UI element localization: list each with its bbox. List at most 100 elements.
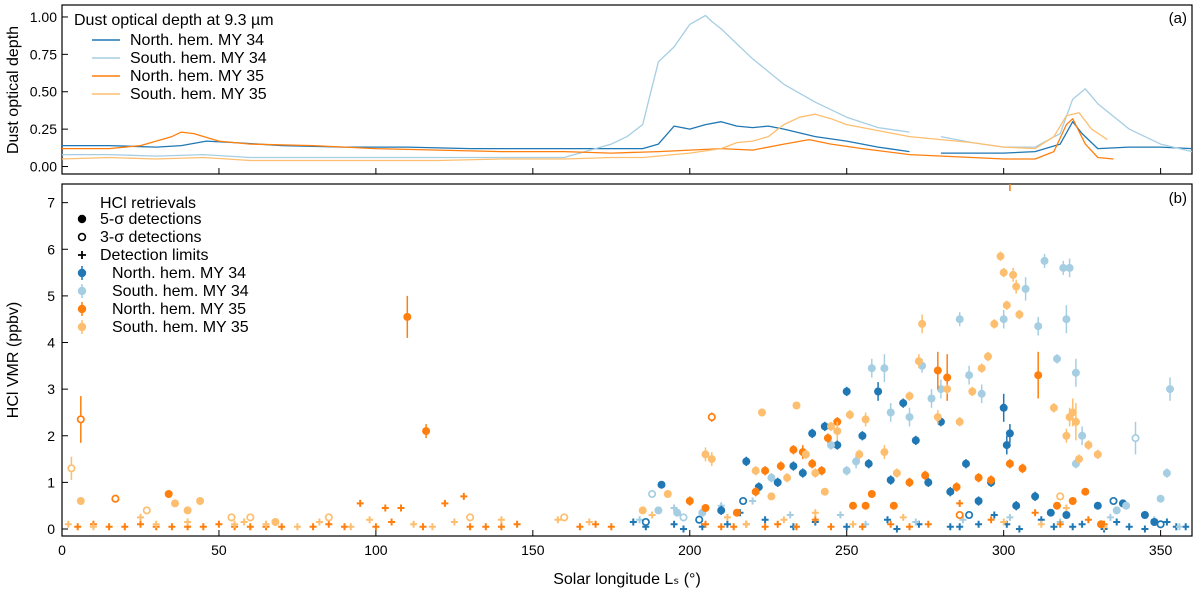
five-sigma-detection [855, 450, 864, 459]
detection-limit-marker [780, 516, 788, 524]
dust-y-axis-label: Dust optical depth [5, 26, 22, 154]
five-sigma-detection [1034, 322, 1043, 331]
five-sigma-detection [403, 312, 412, 321]
detection-limit-marker [648, 511, 656, 519]
three-sigma-detection [111, 494, 120, 503]
five-sigma-detection [1018, 464, 1027, 473]
five-sigma-detection [852, 457, 861, 466]
detection-limit-marker [388, 518, 396, 526]
hcl-data-points [64, 184, 1190, 533]
dust-y-tick-label: 0.50 [30, 84, 57, 100]
three-sigma-detection [965, 510, 974, 520]
five-sigma-detection [1031, 492, 1040, 501]
detection-limit-marker [1113, 518, 1121, 526]
dust-series-lines [61, 14, 1193, 162]
detection-limit-marker [315, 518, 323, 526]
hcl-y-tick-label: 2 [47, 428, 55, 444]
five-sigma-detection [1059, 263, 1068, 272]
five-sigma-detection [1062, 511, 1071, 519]
five-sigma-detection [867, 490, 876, 498]
dust-y-tick-label: 0.25 [30, 121, 57, 137]
five-sigma-detection [943, 373, 952, 382]
hcl-legend-marker-sh34 [77, 286, 87, 296]
detection-limit-marker [629, 518, 637, 526]
detection-limit-marker [105, 523, 113, 531]
detection-limit-marker [702, 520, 709, 528]
five-sigma-detection [977, 389, 986, 398]
five-sigma-detection [842, 466, 851, 475]
detection-limit-marker [1031, 509, 1039, 517]
detection-limit-marker [906, 523, 913, 531]
five-sigma-detection [1012, 501, 1021, 510]
detection-limit-marker [723, 520, 731, 528]
five-sigma-detection [1034, 371, 1043, 380]
three-sigma-detection [560, 513, 569, 522]
detection-limit-marker [1182, 523, 1190, 531]
five-sigma-detection [905, 413, 914, 422]
detection-limit-marker [137, 513, 144, 521]
hcl-y-tick-label: 6 [47, 241, 55, 257]
five-sigma-detection [858, 431, 867, 440]
five-sigma-detection [827, 441, 835, 450]
five-sigma-detection [936, 385, 945, 394]
detection-limit-marker [975, 520, 983, 528]
five-sigma-detection [886, 476, 895, 485]
hcl-y-tick-label: 7 [47, 195, 55, 211]
five-sigma-detection [999, 315, 1008, 324]
detection-limit-marker [1050, 523, 1058, 531]
detection-limit-marker [460, 492, 468, 500]
five-sigma-detection [164, 490, 173, 498]
five-sigma-detection [927, 394, 936, 403]
detection-limit-marker [576, 523, 584, 531]
hcl-y-tick-label: 4 [47, 335, 55, 351]
detection-limit-marker [152, 520, 160, 528]
detection-limit-marker [397, 504, 405, 512]
five-sigma-detection [1021, 284, 1030, 293]
five-sigma-detection [789, 445, 798, 454]
five-sigma-detection [271, 518, 280, 526]
five-sigma-detection [833, 427, 842, 436]
five-sigma-detection [990, 319, 999, 328]
five-sigma-detection [1166, 385, 1174, 394]
five-sigma-detection [1078, 431, 1087, 440]
three-sigma-detection [76, 415, 85, 424]
five-sigma-detection [1040, 256, 1049, 265]
five-sigma-detection [892, 469, 901, 478]
detection-limit-marker [1163, 518, 1171, 526]
x-tick-label: 250 [835, 542, 859, 558]
dust-y-tick-label: 0.75 [30, 46, 57, 62]
five-sigma-detection [849, 501, 857, 510]
dust-y-tick-label: 1.00 [30, 9, 57, 25]
hcl-legend-label-nh35: North. hem. MY 35 [112, 301, 246, 318]
five-sigma-detection [1140, 511, 1149, 519]
detection-limit-marker [199, 523, 207, 531]
detection-limit-marker [482, 523, 490, 531]
five-sigma-detection [1156, 494, 1165, 503]
five-sigma-detection [1062, 315, 1071, 324]
five-sigma-detection [1081, 487, 1090, 496]
five-sigma-detection [842, 387, 851, 396]
hcl-y-ticks: 0 1 2 3 4 5 6 7 [47, 195, 68, 537]
detection-limit-marker [1056, 520, 1064, 528]
detection-limit-marker [956, 523, 964, 531]
dust-line-sh35 [61, 112, 1108, 162]
five-sigma-detection [827, 422, 835, 431]
five-sigma-detection [933, 366, 942, 375]
five-sigma-detection [880, 448, 889, 457]
three-sigma-detection [1131, 434, 1140, 443]
detection-limit-marker [1078, 520, 1086, 528]
five-sigma-detection [880, 364, 889, 373]
five-sigma-detection [845, 410, 854, 419]
x-tick-label: 50 [211, 542, 227, 558]
three-sigma-detection [648, 489, 657, 499]
x-axis-label: Solar longitude Lₛ (°) [553, 571, 701, 588]
three-sigma-detection [246, 513, 255, 522]
five-sigma-detection [673, 508, 682, 517]
detection-limit-marker [811, 516, 819, 524]
hcl-x-ticks: 0 50 100 150 200 250 300 350 [58, 530, 1173, 558]
five-sigma-detection [874, 387, 883, 396]
detection-limit-marker [215, 520, 223, 528]
dust-panel: 0.00 0.25 0.50 0.75 1.00 Dust optical depth … [5, 4, 1193, 175]
detection-limit-marker [231, 520, 239, 528]
